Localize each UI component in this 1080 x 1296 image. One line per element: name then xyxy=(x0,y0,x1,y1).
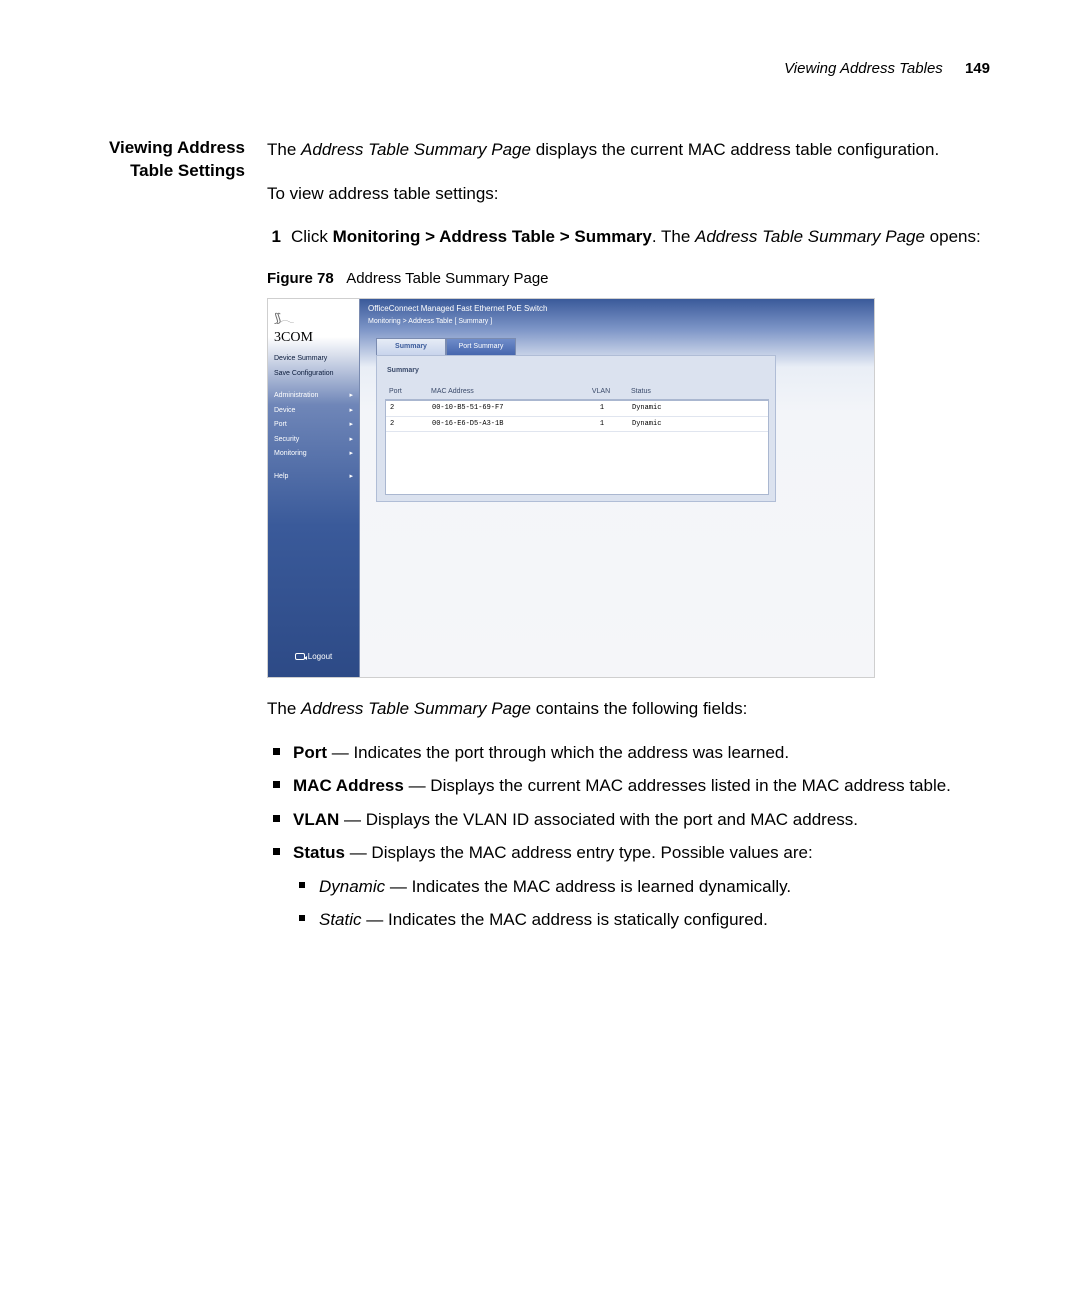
page-number: 149 xyxy=(965,60,990,77)
after-figure-paragraph: The Address Table Summary Page contains … xyxy=(267,696,990,722)
status-static: Static — Indicates the MAC address is st… xyxy=(319,907,990,933)
field-vlan: VLAN — Displays the VLAN ID associated w… xyxy=(293,807,990,833)
content-panel: Summary Port MAC Address VLAN Status 2 0… xyxy=(376,355,776,502)
logo-text: 3COM xyxy=(274,327,353,348)
nav-group-help: Help xyxy=(268,470,359,485)
col-status: Status xyxy=(631,387,731,398)
nav-group-top: Device Summary Save Configuration xyxy=(268,352,359,381)
table-head: Port MAC Address VLAN Status xyxy=(385,385,769,401)
step-body: Click Monitoring > Address Table > Summa… xyxy=(291,224,990,250)
howto-lead: To view address table settings: xyxy=(267,181,990,207)
section-title-line2: Table Settings xyxy=(90,160,245,183)
table-body: 2 00-10-B5-51-69-F7 1 Dynamic 2 00-16-E6… xyxy=(385,400,769,495)
table-row: 2 00-16-E6-D5-A3-1B 1 Dynamic xyxy=(386,417,768,433)
col-vlan: VLAN xyxy=(571,387,631,398)
body-columns: Viewing Address Table Settings The Addre… xyxy=(90,137,990,941)
field-mac: MAC Address — Displays the current MAC a… xyxy=(293,773,990,799)
col-mac: MAC Address xyxy=(431,387,571,398)
screenshot-figure: ⟆⟆ 𓂃 3COM Device Summary Save Configurat… xyxy=(267,298,875,678)
logout-link[interactable]: Logout xyxy=(268,651,359,663)
step-1: 1 Click Monitoring > Address Table > Sum… xyxy=(267,224,990,250)
status-values-list: Dynamic — Indicates the MAC address is l… xyxy=(293,874,990,933)
tab-summary[interactable]: Summary xyxy=(376,338,446,356)
sidebar: ⟆⟆ 𓂃 3COM Device Summary Save Configurat… xyxy=(268,299,360,677)
content-column: The Address Table Summary Page displays … xyxy=(267,137,990,941)
field-list: Port — Indicates the port through which … xyxy=(267,740,990,933)
running-title: Viewing Address Tables xyxy=(784,60,943,77)
running-head: Viewing Address Tables 149 xyxy=(90,60,990,77)
nav-group-main: Administration Device Port Security Moni… xyxy=(268,389,359,462)
nav-device[interactable]: Device xyxy=(272,404,355,419)
nav-help[interactable]: Help xyxy=(272,470,355,485)
tab-port-summary[interactable]: Port Summary xyxy=(446,338,516,356)
step-number: 1 xyxy=(267,224,281,250)
col-port: Port xyxy=(385,387,431,398)
breadcrumb: Monitoring > Address Table [ Summary ] xyxy=(366,315,868,334)
main-panel: OfficeConnect Managed Fast Ethernet PoE … xyxy=(360,299,874,677)
nav-administration[interactable]: Administration xyxy=(272,389,355,404)
field-status: Status — Displays the MAC address entry … xyxy=(293,840,990,933)
nav-security[interactable]: Security xyxy=(272,433,355,448)
figure-caption: Figure 78 Address Table Summary Page xyxy=(267,268,990,291)
tab-row: Summary Port Summary xyxy=(376,338,868,356)
product-title: OfficeConnect Managed Fast Ethernet PoE … xyxy=(366,303,868,315)
logo-swirl-icon: ⟆⟆ 𓂃 xyxy=(274,309,353,327)
brand-logo: ⟆⟆ 𓂃 3COM xyxy=(268,299,359,352)
figure-label: Figure 78 xyxy=(267,270,334,287)
page-container: Viewing Address Tables 149 Viewing Addre… xyxy=(0,0,1080,1001)
field-port: Port — Indicates the port through which … xyxy=(293,740,990,766)
section-title-line1: Viewing Address xyxy=(90,137,245,160)
nav-device-summary[interactable]: Device Summary xyxy=(272,352,355,367)
logout-icon xyxy=(295,653,305,660)
nav-save-config[interactable]: Save Configuration xyxy=(272,367,355,382)
table-row: 2 00-10-B5-51-69-F7 1 Dynamic xyxy=(386,401,768,417)
panel-title: Summary xyxy=(385,362,769,385)
nav-port[interactable]: Port xyxy=(272,418,355,433)
section-heading: Viewing Address Table Settings xyxy=(90,137,245,941)
status-dynamic: Dynamic — Indicates the MAC address is l… xyxy=(319,874,990,900)
nav-monitoring[interactable]: Monitoring xyxy=(272,447,355,462)
figure-title: Address Table Summary Page xyxy=(346,270,548,287)
intro-paragraph: The Address Table Summary Page displays … xyxy=(267,137,990,163)
